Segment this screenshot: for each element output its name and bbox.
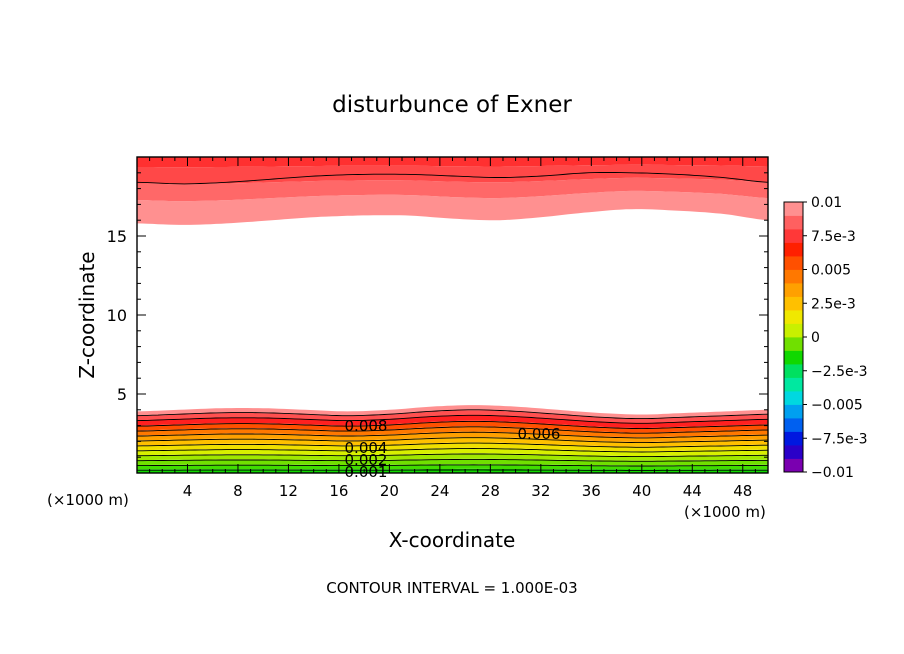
x-tick-label-16: 16 (329, 482, 348, 500)
x-tick-label-4: 4 (183, 482, 193, 500)
lower-contour-line-5 (137, 448, 768, 453)
colorbar-swatch-13 (784, 296, 803, 311)
colorbar-label-5: 0 (811, 330, 820, 346)
colorbar-swatch-16 (784, 256, 803, 270)
contour-label-2: 0.006 (518, 425, 561, 443)
lower-contour-line-12 (137, 409, 768, 420)
x-axis-label: X-coordinate (389, 528, 516, 552)
x-tick-label-8: 8 (233, 482, 243, 500)
chart-title: disturbunce of Exner (332, 92, 572, 118)
colorbar: 0.01 7.5e-3 0.005 2.5e-3 0 −2.5e-3 −0.005 −7.5e… (783, 195, 868, 481)
y-axis: 5 10 15 (107, 172, 768, 458)
contour-label-5: 0.001 (345, 463, 388, 481)
colorbar-swatch-19 (784, 215, 803, 230)
x-axis: 4 8 12 16 20 24 28 32 36 40 44 48 (149, 157, 756, 500)
colorbar-swatch-1 (784, 458, 803, 473)
lower-band-11 (137, 415, 768, 428)
lower-band-7 (137, 437, 768, 447)
x-tick-label-48: 48 (733, 482, 752, 500)
lower-contour-line-10 (137, 420, 768, 430)
colorbar-label-3: 0.005 (811, 263, 851, 279)
colorbar-swatch-12 (784, 310, 803, 324)
colorbar-swatch-2 (784, 445, 803, 459)
lower-contour-line-11 (137, 414, 768, 424)
lower-contour-line-4 (137, 453, 768, 458)
colorbar-swatch-17 (784, 242, 803, 257)
colorbar-label-8: −7.5e-3 (811, 431, 868, 447)
colorbar-label-7: −0.005 (811, 398, 863, 414)
contour-label-1: 0.008 (345, 417, 388, 435)
x-tick-label-44: 44 (683, 482, 702, 500)
x-tick-label-32: 32 (531, 482, 550, 500)
upper-band-2 (137, 177, 768, 202)
colorbar-swatch-14 (784, 283, 803, 297)
x-tick-label-40: 40 (632, 482, 651, 500)
lower-contour-line-3 (137, 458, 768, 462)
y-unit-label: (×1000 m) (47, 491, 129, 509)
lower-band-9 (137, 426, 768, 438)
plot-area (137, 157, 768, 473)
upper-contour-line (137, 172, 768, 185)
lower-contour-line-6 (137, 442, 768, 448)
lower-contour-line-7 (137, 437, 768, 444)
x-unit-label: (×1000 m) (684, 503, 766, 521)
lower-contour-line-2 (137, 464, 768, 467)
colorbar-swatch-5 (784, 404, 803, 419)
lower-contour-line-9 (137, 426, 768, 434)
colorbar-swatch-20 (784, 202, 803, 216)
colorbar-swatch-10 (784, 337, 803, 351)
y-tick-label-10: 10 (107, 306, 127, 325)
colorbar-label-4: 2.5e-3 (811, 296, 856, 312)
upper-band-4 (137, 157, 768, 168)
colorbar-swatch-7 (784, 377, 803, 392)
upper-band-3 (137, 164, 768, 185)
y-tick-label-5: 5 (117, 385, 127, 404)
colorbar-label-1: 0.01 (811, 195, 842, 211)
colorbar-swatch-6 (784, 391, 803, 405)
colorbar-label-6: −2.5e-3 (811, 364, 868, 380)
contour-label-4: 0.002 (345, 451, 388, 469)
contour-label-3: 0.004 (345, 439, 388, 457)
colorbar-swatch-15 (784, 269, 803, 284)
colorbar-swatch-11 (784, 323, 803, 338)
y-axis-label: Z-coordinate (75, 251, 99, 378)
x-tick-label-20: 20 (380, 482, 399, 500)
upper-band-1 (137, 190, 768, 225)
x-tick-label-36: 36 (582, 482, 601, 500)
lower-band-8 (137, 431, 768, 442)
colorbar-label-9: −0.01 (811, 465, 854, 481)
x-tick-label-24: 24 (430, 482, 449, 500)
colorbar-swatch-18 (784, 229, 803, 243)
lower-contour-line-8 (137, 431, 768, 439)
colorbar-swatch-4 (784, 418, 803, 432)
lower-band-10 (137, 420, 768, 433)
x-tick-label-12: 12 (279, 482, 298, 500)
colorbar-label-2: 7.5e-3 (811, 229, 856, 245)
colorbar-swatch-9 (784, 350, 803, 365)
contour-labels: 0.008 0.006 0.004 0.002 0.001 (345, 417, 561, 481)
y-tick-label-15: 15 (107, 227, 127, 246)
colorbar-swatch-3 (784, 431, 803, 446)
colorbar-swatch-8 (784, 364, 803, 378)
contour-interval-note: CONTOUR INTERVAL = 1.000E-03 (326, 579, 577, 597)
x-tick-label-28: 28 (481, 482, 500, 500)
lower-band-13 (137, 405, 768, 419)
lower-band-12 (137, 410, 768, 424)
